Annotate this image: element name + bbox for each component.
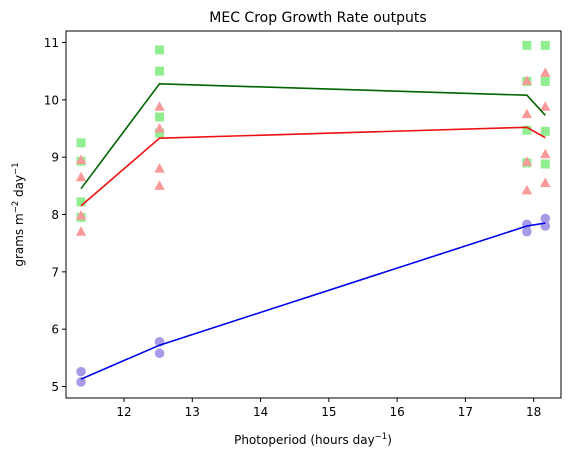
y-axis-title: grams m−2 day−1 bbox=[11, 162, 26, 266]
triangle-point bbox=[540, 177, 551, 187]
y-tick-label: 6 bbox=[51, 323, 59, 337]
y-tick-label: 11 bbox=[44, 36, 59, 50]
triangle-point bbox=[521, 156, 533, 166]
circle-point bbox=[522, 226, 532, 237]
x-axis-title: Photoperiod (hours day−1) bbox=[234, 432, 392, 447]
square-point bbox=[76, 197, 86, 207]
square-point bbox=[540, 76, 550, 86]
square-point bbox=[522, 40, 532, 50]
circle-point bbox=[540, 213, 551, 224]
y-tick-label: 7 bbox=[51, 265, 59, 279]
x-tick-label: 14 bbox=[253, 405, 268, 419]
circle-point bbox=[76, 377, 86, 387]
circle-point bbox=[540, 221, 551, 231]
circle-point bbox=[76, 366, 86, 377]
x-tick-label: 18 bbox=[526, 405, 541, 419]
x-tick-label: 13 bbox=[185, 405, 200, 419]
triangle-point bbox=[75, 210, 87, 220]
triangle-point bbox=[540, 67, 551, 77]
y-tick-label: 5 bbox=[51, 380, 59, 394]
x-tick-label: 12 bbox=[116, 405, 131, 419]
circle-point bbox=[154, 348, 165, 359]
triangle-point bbox=[154, 163, 165, 173]
square-point bbox=[155, 128, 165, 138]
square-point bbox=[540, 159, 550, 169]
square-point bbox=[540, 40, 550, 50]
y-tick-label: 8 bbox=[51, 208, 59, 222]
y-tick-label: 9 bbox=[51, 151, 59, 165]
triangle-point bbox=[521, 75, 533, 85]
triangle-point bbox=[540, 101, 551, 111]
x-axis: 12 13 14 15 16 17 18 bbox=[116, 398, 541, 419]
triangle-point bbox=[154, 180, 165, 190]
series-line bbox=[80, 222, 546, 380]
triangle-point bbox=[521, 184, 533, 195]
triangle-point bbox=[154, 122, 165, 133]
series-line bbox=[80, 82, 546, 190]
square-point bbox=[522, 125, 532, 135]
chart-title: MEC Crop Growth Rate outputs bbox=[209, 10, 426, 26]
x-tick-label: 15 bbox=[321, 405, 336, 419]
square-point bbox=[155, 112, 165, 122]
square-point bbox=[155, 66, 165, 76]
triangle-point bbox=[521, 108, 533, 119]
x-tick-label: 16 bbox=[389, 405, 404, 419]
triangle-point bbox=[75, 171, 87, 182]
square-point bbox=[540, 126, 550, 136]
square-point bbox=[155, 45, 165, 55]
triangle-point bbox=[75, 226, 87, 236]
triangle-point bbox=[540, 148, 551, 159]
triangle-point bbox=[75, 154, 87, 165]
square-point bbox=[76, 138, 86, 148]
x-tick-label: 17 bbox=[458, 405, 473, 419]
y-tick-label: 10 bbox=[44, 93, 59, 107]
triangle-point bbox=[154, 101, 165, 111]
y-axis: 5 6 7 8 9 10 11 bbox=[44, 36, 66, 394]
plot-frame bbox=[65, 30, 562, 399]
series-line bbox=[80, 126, 546, 207]
plot-marks bbox=[75, 40, 551, 387]
